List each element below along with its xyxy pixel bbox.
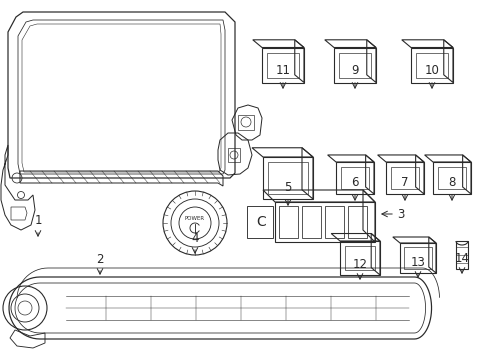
Text: 11: 11 (275, 64, 291, 77)
Text: POWER: POWER (185, 216, 205, 221)
Text: 6: 6 (351, 176, 359, 189)
Text: 2: 2 (96, 253, 104, 266)
Text: 7: 7 (401, 176, 409, 189)
Text: 5: 5 (284, 181, 292, 194)
Text: 8: 8 (448, 176, 456, 189)
Text: C: C (256, 215, 266, 229)
Text: 4: 4 (191, 232, 199, 245)
Text: 9: 9 (351, 64, 359, 77)
Text: 12: 12 (352, 258, 368, 271)
Text: 1: 1 (34, 214, 42, 227)
Text: 14: 14 (455, 252, 469, 265)
Text: 10: 10 (424, 64, 440, 77)
Text: 3: 3 (397, 207, 404, 220)
Text: 13: 13 (411, 256, 425, 269)
